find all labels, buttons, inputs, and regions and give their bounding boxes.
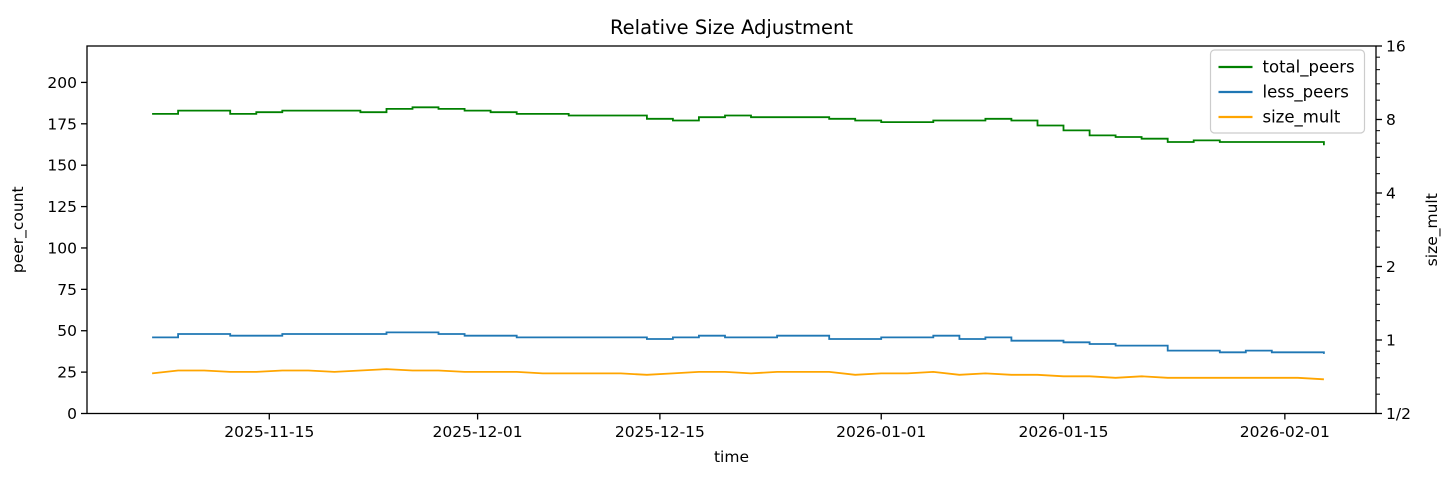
- x-tick-label: 2026-02-01: [1240, 423, 1330, 441]
- y-right-tick-label: 8: [1386, 111, 1396, 129]
- y-left-tick-label: 50: [57, 322, 77, 340]
- series-line-total_peers: [152, 106, 1325, 146]
- legend-label-less_peers: less_peers: [1263, 83, 1349, 103]
- series-line-size_mult: [152, 368, 1324, 381]
- y-left-tick-label: 100: [47, 239, 77, 257]
- y-left-tick-label: 25: [57, 364, 77, 382]
- x-tick-label: 2025-11-15: [224, 423, 314, 441]
- y-axis-left-label: peer_count: [9, 186, 28, 273]
- y-left-tick-label: 175: [47, 115, 77, 133]
- legend-label-size_mult: size_mult: [1263, 108, 1341, 128]
- y-left-tick-label: 150: [47, 157, 77, 175]
- y-right-tick-label: 4: [1386, 185, 1396, 203]
- y-right-tick-label: 16: [1386, 38, 1406, 56]
- axis-ticks: 2025-11-15 2025-12-01 2025-12-15 2026-01-01…: [47, 38, 1411, 442]
- y-right-tick-label: 1/2: [1386, 405, 1411, 423]
- series-line-less_peers: [152, 331, 1325, 354]
- x-tick-label: 2026-01-01: [836, 423, 926, 441]
- y-left-tick-label: 200: [47, 74, 77, 92]
- plot-area-border: [86, 45, 1377, 415]
- x-tick-label: 2025-12-01: [433, 423, 523, 441]
- legend-label-total_peers: total_peers: [1263, 58, 1355, 78]
- y-right-tick-label: 2: [1386, 258, 1396, 276]
- series-lines: [152, 106, 1325, 381]
- chart-title: Relative Size Adjustment: [610, 16, 853, 39]
- y-axis-right-label: size_mult: [1423, 193, 1442, 266]
- legend-box: [1209, 49, 1366, 134]
- x-tick-label: 2026-01-15: [1018, 423, 1108, 441]
- x-axis-label: time: [714, 448, 749, 466]
- y-left-tick-label: 125: [47, 198, 77, 216]
- y-right-tick-label: 1: [1386, 332, 1396, 350]
- y-left-tick-label: 75: [57, 281, 77, 299]
- x-tick-label: 2025-12-15: [615, 423, 705, 441]
- y-left-tick-label: 0: [67, 405, 77, 423]
- legend: total_peers less_peers size_mult: [1209, 49, 1366, 134]
